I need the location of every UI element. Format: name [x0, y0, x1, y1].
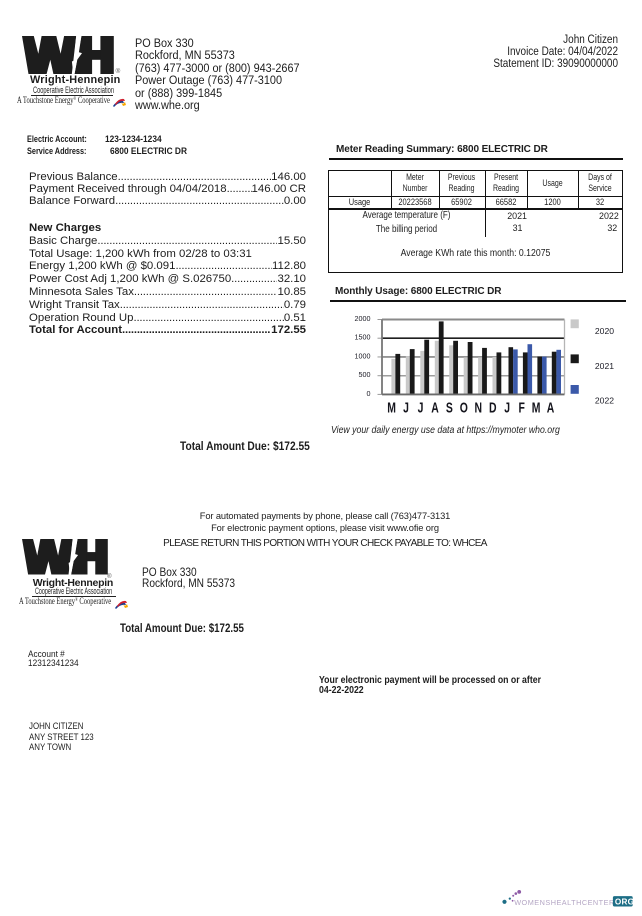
svg-text:ORG: ORG [615, 897, 634, 906]
svg-text:500: 500 [359, 370, 371, 379]
svg-text:2022: 2022 [595, 396, 614, 406]
svg-text:M: M [532, 400, 541, 416]
svg-text:A: A [431, 400, 439, 416]
svg-text:O: O [460, 400, 468, 416]
svg-text:WOMENSHEALTHCENTER.: WOMENSHEALTHCENTER. [514, 898, 617, 907]
svg-text:J: J [504, 400, 510, 416]
svg-text:1500: 1500 [355, 333, 371, 342]
svg-text:J: J [403, 400, 409, 416]
svg-text:2000: 2000 [355, 314, 371, 323]
svg-text:F: F [518, 400, 525, 416]
svg-text:2020: 2020 [595, 326, 614, 336]
svg-text:S: S [446, 400, 453, 416]
svg-text:M: M [387, 400, 396, 416]
svg-text:N: N [475, 400, 483, 416]
svg-text:1000: 1000 [355, 351, 371, 360]
svg-text:0: 0 [367, 389, 371, 398]
svg-text:2021: 2021 [595, 361, 614, 371]
svg-text:J: J [418, 400, 424, 416]
svg-text:A: A [547, 400, 555, 416]
svg-text:D: D [489, 400, 497, 416]
